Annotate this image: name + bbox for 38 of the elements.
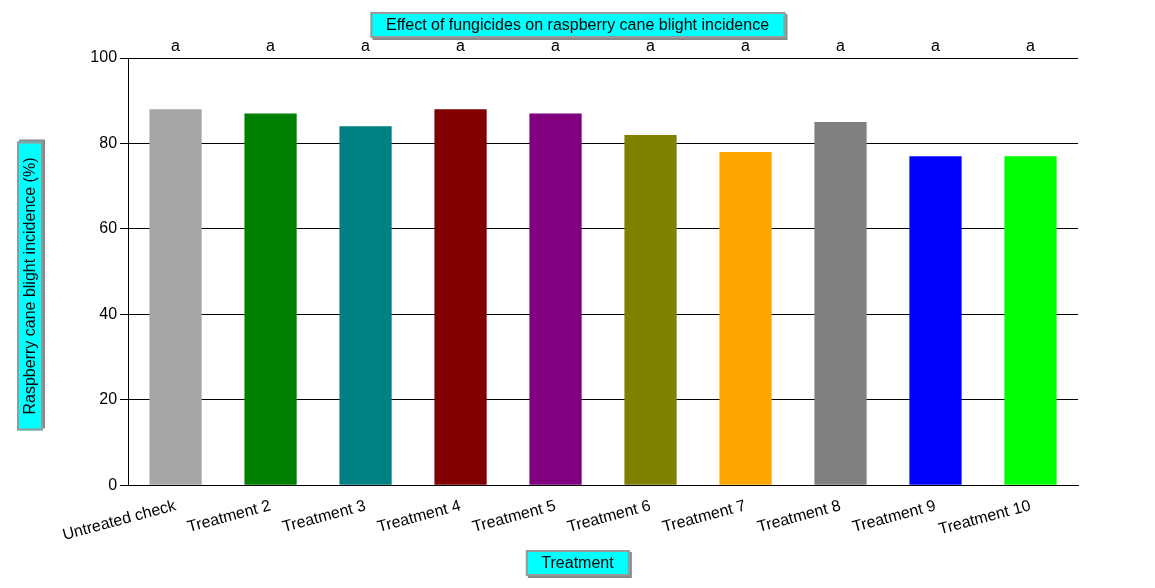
bar <box>1004 156 1057 485</box>
text: a <box>266 37 276 55</box>
y-tick-label: 60 <box>99 219 118 237</box>
x-tick-label: Treatment 6 <box>565 496 653 535</box>
text: a <box>551 37 561 55</box>
bar <box>909 156 962 485</box>
y-tick-label: 100 <box>90 48 118 66</box>
text: a <box>456 37 466 55</box>
text: a <box>931 37 941 55</box>
text: a <box>361 37 371 55</box>
x-tick-label: Treatment 7 <box>660 496 748 535</box>
y-tick-label: 20 <box>99 390 118 408</box>
bar <box>719 152 772 485</box>
y-axis-title: Raspberry cane blight incidence (%) <box>17 141 43 431</box>
x-tick-label: Treatment 3 <box>280 496 368 535</box>
text: a <box>171 37 181 55</box>
bar <box>529 113 582 485</box>
chart-title: Effect of fungicides on raspberry cane blight incidence <box>369 12 786 38</box>
text: a <box>646 37 656 55</box>
bar <box>434 109 487 485</box>
y-tick-label: 80 <box>99 133 118 151</box>
text: a <box>836 37 846 55</box>
x-tick-label: Treatment 10 <box>936 496 1033 538</box>
x-tick-label: Treatment 9 <box>850 496 938 535</box>
x-tick-label: Treatment 5 <box>470 496 558 535</box>
x-tick-label: Treatment 2 <box>185 496 273 535</box>
x-tick-label: Treatment 4 <box>375 496 463 535</box>
y-tick-label: 0 <box>108 475 118 493</box>
text: a <box>741 37 751 55</box>
bar <box>149 109 202 485</box>
x-axis-title: Treatment <box>525 550 630 576</box>
x-tick-label: Treatment 8 <box>755 496 843 535</box>
bar <box>244 113 297 485</box>
bar <box>814 122 867 485</box>
bar <box>624 134 677 485</box>
y-tick-label: 40 <box>99 304 118 322</box>
bar <box>339 126 392 485</box>
text: a <box>1026 37 1036 55</box>
